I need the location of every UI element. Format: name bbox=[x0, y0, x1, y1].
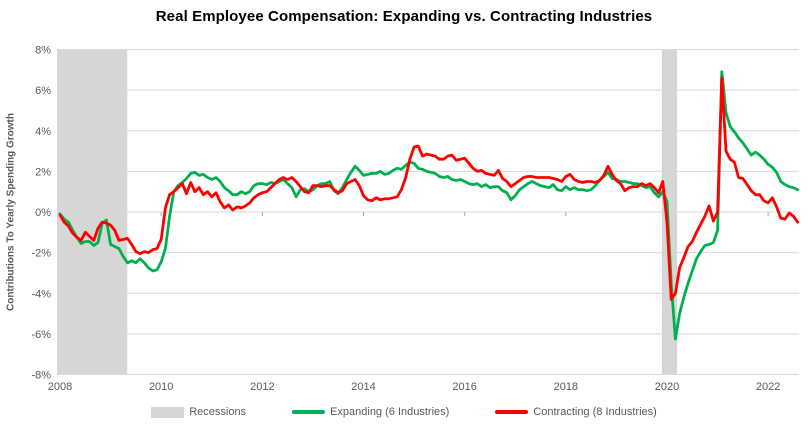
chart-title: Real Employee Compensation: Expanding vs… bbox=[155, 8, 653, 25]
legend-label-expanding: Expanding (6 Industries) bbox=[330, 406, 450, 418]
y-tick-label: -8% bbox=[31, 370, 51, 382]
x-tick-label: 2012 bbox=[250, 381, 274, 393]
y-axis: 8% 6% 4% 2% 0% -2% -4% -6% -8% bbox=[31, 45, 51, 382]
legend-item-expanding: Expanding (6 Industries) bbox=[292, 406, 449, 418]
y-tick-label: 2% bbox=[35, 166, 51, 178]
legend-label-contracting: Contracting (8 Industries) bbox=[533, 406, 657, 418]
expanding-line-swatch-icon bbox=[292, 410, 326, 414]
series-line-contracting-8-industries bbox=[58, 76, 800, 301]
recession-swatch-icon bbox=[151, 406, 185, 418]
legend-label-recessions: Recessions bbox=[189, 406, 247, 418]
x-tick-label: 2014 bbox=[351, 381, 375, 393]
x-tick-label: 2010 bbox=[149, 381, 173, 393]
gridlines bbox=[57, 49, 799, 375]
y-tick-label: 6% bbox=[35, 85, 51, 97]
series-line-expanding-6-industries bbox=[58, 70, 800, 341]
x-tick-label: 2022 bbox=[756, 381, 780, 393]
legend-item-contracting: Contracting (8 Industries) bbox=[495, 406, 657, 418]
y-tick-label: 4% bbox=[35, 126, 51, 138]
y-tick-label: -4% bbox=[31, 288, 51, 300]
x-tick-label: 2018 bbox=[554, 381, 578, 393]
x-axis: 2008 2010 2012 2014 2016 2018 2020 2022 bbox=[48, 212, 780, 393]
y-tick-label: -6% bbox=[31, 329, 51, 341]
y-tick-label: 8% bbox=[35, 45, 51, 57]
x-tick-label: 2008 bbox=[48, 381, 72, 393]
y-tick-label: -2% bbox=[31, 248, 51, 260]
contracting-line-swatch-icon bbox=[495, 410, 529, 414]
recession-band bbox=[57, 49, 128, 375]
x-tick-label: 2016 bbox=[452, 381, 476, 393]
legend-item-recessions: Recessions bbox=[151, 406, 246, 418]
y-tick-label: 0% bbox=[35, 207, 51, 219]
legend: Recessions Expanding (6 Industries) Cont… bbox=[0, 401, 808, 423]
x-tick-label: 2020 bbox=[655, 381, 679, 393]
recession-bands bbox=[57, 49, 678, 375]
